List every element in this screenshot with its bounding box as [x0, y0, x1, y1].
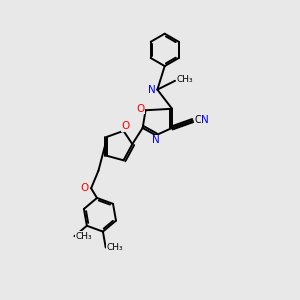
- Text: O: O: [80, 183, 89, 193]
- Text: O: O: [136, 104, 144, 114]
- Text: N: N: [148, 85, 156, 94]
- Text: CH₃: CH₃: [76, 232, 92, 241]
- Text: C: C: [194, 115, 201, 125]
- Text: O: O: [122, 122, 130, 131]
- Text: CH₃: CH₃: [107, 243, 124, 252]
- Text: N: N: [152, 135, 160, 145]
- Text: CH₃: CH₃: [176, 75, 193, 84]
- Text: N: N: [201, 115, 209, 125]
